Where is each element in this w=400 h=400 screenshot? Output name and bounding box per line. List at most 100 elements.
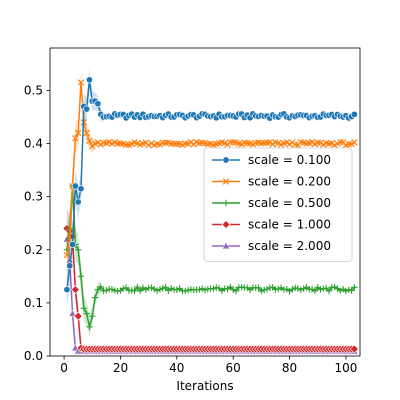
legend-item-2: scale = 0.500 bbox=[212, 196, 331, 210]
series-2-point-43 bbox=[184, 287, 192, 294]
series-1-point-7 bbox=[83, 129, 90, 137]
plot-area bbox=[62, 68, 359, 356]
series-2-point-75 bbox=[275, 285, 282, 293]
series-3-point-102 bbox=[349, 344, 359, 354]
x-tick-label-5: 100 bbox=[334, 361, 357, 375]
series-1-point-42 bbox=[182, 140, 189, 147]
legend-marker-1 bbox=[222, 178, 230, 185]
series-2-point-25 bbox=[134, 283, 141, 291]
series-2-point-39 bbox=[173, 286, 181, 293]
series-1-point-11 bbox=[94, 139, 102, 146]
series-1-point-89 bbox=[314, 139, 321, 146]
series-2-point-52 bbox=[210, 285, 217, 292]
series-1-point-3 bbox=[72, 135, 79, 142]
series-2-point-91 bbox=[320, 285, 327, 292]
series-2-point-34 bbox=[159, 285, 166, 292]
legend-item-1: scale = 0.200 bbox=[212, 175, 331, 189]
series-2-point-71 bbox=[263, 285, 271, 293]
legend: scale = 0.100 scale = 0.200 scale = 0.500 s… bbox=[203, 147, 353, 262]
series-0-point-7 bbox=[83, 105, 91, 113]
series-1-point-102 bbox=[351, 139, 358, 146]
x-axis-label: Iterations bbox=[176, 379, 233, 393]
series-0-point-2 bbox=[69, 240, 77, 248]
series-0-point-102 bbox=[350, 110, 358, 118]
series-2-point-83 bbox=[297, 286, 305, 294]
series-1-point-29 bbox=[145, 141, 152, 149]
legend-marker-3 bbox=[221, 220, 231, 229]
series-2-point-28 bbox=[142, 286, 150, 293]
series-2-point-81 bbox=[291, 284, 299, 292]
series-1-point-38 bbox=[170, 140, 178, 148]
legend-item-3: scale = 1.000 bbox=[212, 218, 331, 232]
series-1-point-39 bbox=[173, 140, 181, 148]
series-2-point-35 bbox=[162, 284, 169, 291]
series-2-point-37 bbox=[167, 285, 175, 292]
series-2-point-47 bbox=[196, 286, 203, 293]
legend-label-4: scale = 2.000 bbox=[248, 239, 331, 253]
x-tick-label-0: 0 bbox=[60, 361, 68, 375]
legend-label-0: scale = 0.100 bbox=[248, 153, 331, 167]
series-0-point-8 bbox=[85, 76, 93, 84]
series-2-point-53 bbox=[213, 284, 220, 291]
series-2-point-30 bbox=[148, 284, 155, 291]
series-1-point-4 bbox=[74, 129, 82, 137]
series-2-point-8 bbox=[86, 323, 93, 330]
series-2-point-97 bbox=[337, 287, 344, 294]
legend-marker-2 bbox=[222, 199, 230, 207]
series-2-point-84 bbox=[300, 285, 307, 292]
series-2-point-102 bbox=[351, 284, 358, 291]
x-tick-label-3: 60 bbox=[226, 361, 241, 375]
x-tick-label-2: 40 bbox=[169, 361, 184, 375]
series-2-point-14 bbox=[103, 287, 110, 294]
series-2-point-59 bbox=[229, 286, 237, 293]
series-2-point-70 bbox=[260, 286, 268, 294]
series-2-point-20 bbox=[120, 285, 127, 292]
series-2-point-95 bbox=[331, 283, 338, 291]
series-1-point-0 bbox=[63, 251, 71, 259]
series-2-point-33 bbox=[156, 286, 164, 293]
series-3-point-3 bbox=[70, 285, 80, 295]
series-2-point-60 bbox=[232, 287, 240, 295]
series-2-point-13 bbox=[100, 287, 107, 295]
series-2 bbox=[63, 168, 358, 338]
series-2-point-26 bbox=[136, 287, 144, 295]
series-1-point-94 bbox=[328, 139, 336, 147]
series-2-point-16 bbox=[108, 286, 116, 293]
series-2-point-7 bbox=[83, 310, 90, 317]
series-2-point-58 bbox=[227, 283, 234, 291]
series-1-point-34 bbox=[159, 139, 166, 147]
y-tick-label-4: 0.4 bbox=[24, 137, 43, 151]
series-2-point-4 bbox=[74, 246, 82, 253]
series-4-point-2 bbox=[68, 309, 77, 317]
series-2-point-74 bbox=[272, 286, 279, 293]
x-tick-label-4: 80 bbox=[282, 361, 297, 375]
y-tick-label-3: 0.3 bbox=[24, 190, 43, 204]
series-2-point-9 bbox=[89, 312, 96, 320]
y-tick-label-0: 0.0 bbox=[24, 349, 43, 363]
legend-label-2: scale = 0.500 bbox=[248, 196, 331, 210]
series-1-point-97 bbox=[337, 138, 344, 146]
series-1-point-30 bbox=[148, 139, 155, 147]
series-2-point-92 bbox=[322, 284, 330, 292]
series-2-point-10 bbox=[91, 294, 99, 301]
series-2-point-32 bbox=[153, 287, 161, 294]
axes-frame bbox=[49, 47, 361, 357]
series-2-point-48 bbox=[198, 285, 206, 292]
series-0-point-1 bbox=[66, 262, 74, 270]
y-tick-label-1: 0.1 bbox=[24, 296, 43, 310]
series-2-point-88 bbox=[311, 287, 319, 295]
series-2-point-6 bbox=[80, 305, 88, 312]
series-0-point-11 bbox=[94, 100, 102, 108]
series-2-point-100 bbox=[345, 286, 352, 294]
series-2-point-31 bbox=[151, 285, 158, 293]
series-2-point-24 bbox=[131, 287, 138, 294]
series-2-point-12 bbox=[97, 283, 104, 291]
series-2-point-93 bbox=[325, 287, 333, 295]
series-3 bbox=[62, 208, 359, 355]
legend-item-4: scale = 2.000 bbox=[212, 239, 331, 253]
series-2-point-42 bbox=[182, 287, 189, 295]
series-1-point-5 bbox=[77, 79, 85, 86]
series-1 bbox=[63, 69, 358, 276]
series-0-point-5 bbox=[77, 185, 85, 193]
